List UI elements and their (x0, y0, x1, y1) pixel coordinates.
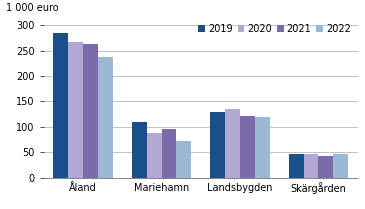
Bar (333, 154, 348, 178)
Bar (255, 117, 270, 178)
Bar (68, 42, 83, 178)
Bar (289, 154, 304, 178)
Legend: 2019, 2020, 2021, 2022: 2019, 2020, 2021, 2022 (196, 22, 353, 36)
Bar (98, 57, 113, 178)
Bar (210, 112, 225, 178)
Bar (240, 116, 255, 178)
Bar (304, 154, 318, 178)
Bar (83, 44, 98, 178)
Bar (53, 33, 68, 178)
Bar (318, 156, 333, 178)
Bar (176, 141, 191, 178)
Bar (147, 133, 161, 178)
Bar (132, 122, 147, 178)
Text: 1 000 euro: 1 000 euro (6, 3, 59, 13)
Bar (225, 109, 240, 178)
Bar (161, 129, 176, 178)
